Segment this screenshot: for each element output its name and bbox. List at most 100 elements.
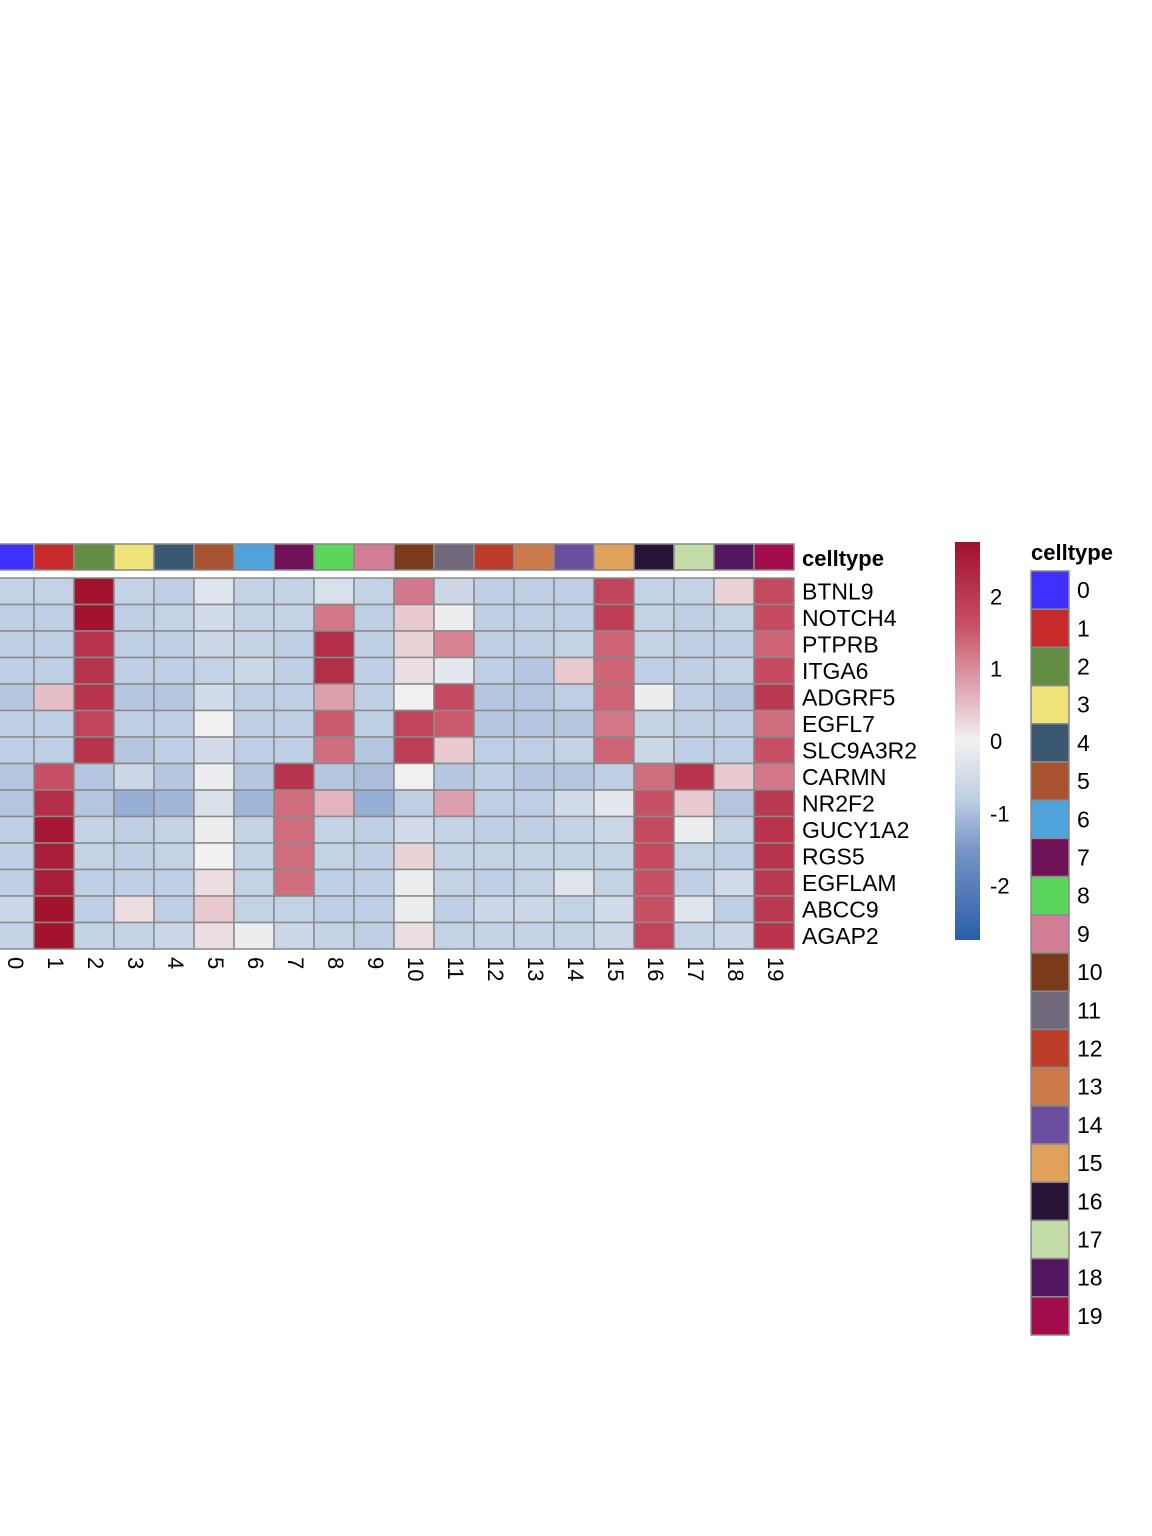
heatmap-cell [713,762,755,791]
heatmap-cell [313,868,355,897]
row-label: BTNL9 [802,578,874,604]
legend-label: 17 [1077,1227,1103,1253]
heatmap-cell [753,683,795,712]
heatmap-cell [633,895,675,924]
heatmap-cell [513,868,555,897]
heatmap-cell [513,815,555,844]
legend-label: 3 [1077,692,1090,718]
legend-swatch [1030,952,1070,992]
heatmap-cell [473,656,515,685]
heatmap-cell [473,683,515,712]
heatmap-cell [193,603,235,632]
heatmap-cell [33,762,75,791]
heatmap-cell [0,842,35,871]
legend-label: 18 [1077,1265,1103,1291]
heatmap-cell [473,709,515,738]
heatmap-cell [753,709,795,738]
heatmap-cell [233,921,275,950]
annotation-cell [513,543,555,571]
heatmap-cell [33,789,75,818]
heatmap-cell [593,868,635,897]
heatmap-cell [73,789,115,818]
heatmap-cell [433,736,475,765]
heatmap-cell [193,736,235,765]
heatmap-cell [233,762,275,791]
heatmap-cell [433,683,475,712]
heatmap-cell [673,815,715,844]
heatmap-cell [113,656,155,685]
color-scale-tick-label: 0 [990,729,1002,754]
heatmap-cell [313,630,355,659]
heatmap-cell [553,709,595,738]
heatmap-cell [153,842,195,871]
heatmap-cell [513,762,555,791]
heatmap-cell [753,868,795,897]
heatmap-cell [393,868,435,897]
column-label: 5 [203,957,228,969]
heatmap-cell [713,842,755,871]
heatmap-cell [633,921,675,950]
heatmap-cell [0,630,35,659]
heatmap-cell [353,683,395,712]
legend-label: 2 [1077,654,1090,680]
heatmap-cell [673,868,715,897]
heatmap-cell [473,815,515,844]
heatmap-cell [713,736,755,765]
row-label: NR2F2 [802,790,875,816]
heatmap-cell [73,709,115,738]
heatmap-cell [313,762,355,791]
heatmap-cell [153,736,195,765]
heatmap-cell [753,842,795,871]
heatmap-cell [113,868,155,897]
heatmap-cell [393,842,435,871]
heatmap-cell [273,709,315,738]
annotation-cell [673,543,715,571]
column-label: 7 [283,957,308,969]
annotation-cell [313,543,355,571]
heatmap-cell [673,709,715,738]
heatmap-cell [553,630,595,659]
heatmap-cell [153,603,195,632]
heatmap-cell [313,656,355,685]
heatmap-cell [0,577,35,606]
heatmap-cell [553,921,595,950]
row-label: EGFLAM [802,870,897,896]
heatmap-cell [0,815,35,844]
heatmap-cell [313,895,355,924]
heatmap-cell [713,683,755,712]
legend-swatch [1030,723,1070,763]
heatmap-cell [713,789,755,818]
color-scale-tick-label: 2 [990,584,1002,609]
heatmap-cell [73,868,115,897]
heatmap-cell [593,842,635,871]
heatmap-cell [593,789,635,818]
heatmap-cell [273,577,315,606]
annotation-cell [473,543,515,571]
column-label: 8 [323,957,348,969]
legend-label: 1 [1077,615,1090,641]
heatmap-cell [393,603,435,632]
row-label: ABCC9 [802,896,879,922]
heatmap-cell [633,656,675,685]
heatmap-cell [233,709,275,738]
heatmap-cell [0,868,35,897]
color-scale-bar [955,542,980,940]
heatmap-cell [433,762,475,791]
legend-swatch [1030,684,1070,725]
heatmap-cell [553,815,595,844]
heatmap-cell [593,577,635,606]
legend-swatch [1030,1105,1070,1145]
heatmap-cell [33,736,75,765]
column-label: 2 [83,957,108,969]
legend-swatch [1030,1257,1070,1298]
heatmap-cell [633,868,675,897]
heatmap-cell [433,815,475,844]
heatmap-cell [113,683,155,712]
legend-label: 4 [1077,730,1090,756]
heatmap-cell [633,736,675,765]
heatmap-cell [473,895,515,924]
heatmap-cell [713,921,755,950]
heatmap-cell [33,683,75,712]
heatmap-cell [593,762,635,791]
